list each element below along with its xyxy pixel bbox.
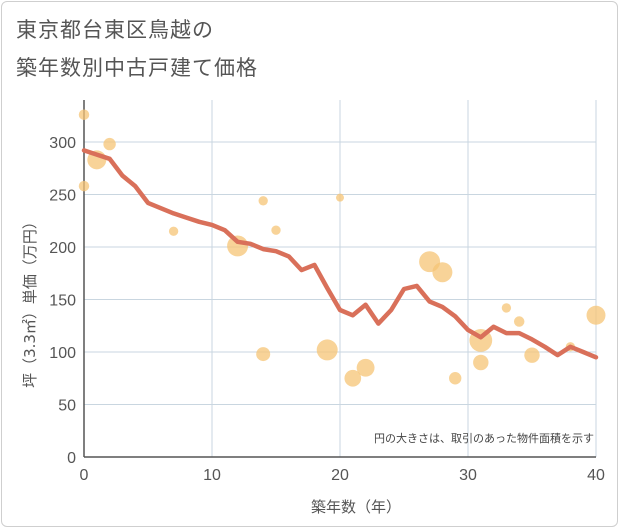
y-tick-label: 150 xyxy=(49,293,76,310)
scatter-point xyxy=(271,225,281,235)
scatter-point xyxy=(258,196,268,206)
scatter-point xyxy=(78,180,90,192)
bubble-layer xyxy=(78,109,606,387)
chart-title-line2: 築年数別中古戸建て価格 xyxy=(16,56,258,80)
scatter-point xyxy=(432,262,453,283)
y-tick-label: 250 xyxy=(49,188,76,205)
scatter-point xyxy=(501,303,512,313)
scatter-point xyxy=(256,347,271,362)
scatter-point xyxy=(513,316,525,327)
scatter-point xyxy=(449,372,462,385)
scatter-point xyxy=(227,235,249,257)
tick-labels: 0 50 100 150 200 250 300 0 10 20 30 40 xyxy=(49,135,605,484)
grid xyxy=(84,100,597,457)
chart-title-line1: 東京都台東区鳥越の xyxy=(16,18,214,42)
x-tick-label: 40 xyxy=(587,467,605,484)
y-axis-label: 坪（3.3㎡）単価（万円） xyxy=(21,214,39,388)
scatter-point xyxy=(316,339,338,361)
scatter-point xyxy=(78,109,90,120)
y-tick-label: 300 xyxy=(49,135,76,152)
axes xyxy=(83,100,596,458)
scatter-point xyxy=(524,347,540,363)
x-tick-label: 10 xyxy=(203,467,221,484)
size-note: 円の大きさは、取引のあった物件面積を示す xyxy=(374,431,594,445)
scatter-point xyxy=(356,358,375,377)
scatter-point xyxy=(473,354,489,371)
scatter-point xyxy=(103,137,116,151)
trend-layer xyxy=(81,148,599,360)
scatter-point xyxy=(586,305,606,325)
x-tick-label: 0 xyxy=(80,467,89,484)
y-tick-label: 200 xyxy=(49,240,76,257)
y-tick-label: 0 xyxy=(67,450,76,467)
scatter-point xyxy=(336,193,344,202)
trend-line xyxy=(81,148,599,360)
y-tick-label: 50 xyxy=(58,398,76,415)
y-tick-label: 100 xyxy=(49,345,76,362)
x-axis-label: 築年数（年） xyxy=(311,498,401,516)
x-tick-label: 30 xyxy=(459,467,477,484)
scatter-point xyxy=(168,226,179,236)
scatter-point xyxy=(344,369,362,387)
x-tick-label: 20 xyxy=(331,467,349,484)
